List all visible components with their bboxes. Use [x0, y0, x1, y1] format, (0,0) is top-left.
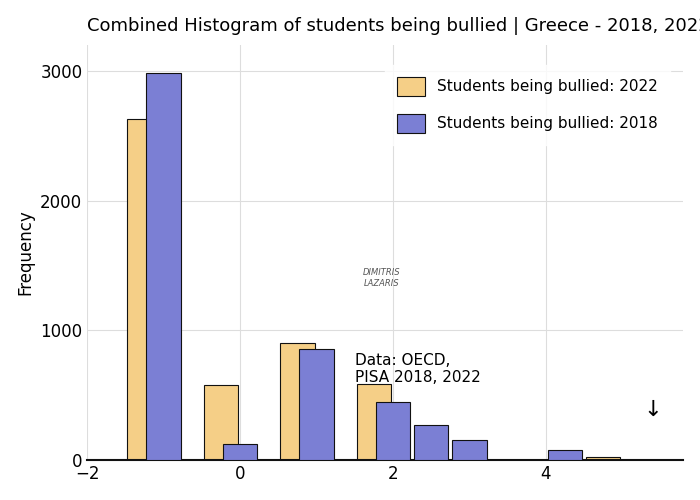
Bar [300, 348, 334, 461]
Bar [204, 385, 238, 460]
Bar [146, 73, 181, 460]
Bar [223, 444, 258, 460]
Bar [586, 456, 620, 460]
Text: Combined Histogram of students being bullied | Greece - 2018, 2022: Combined Histogram of students being bul… [88, 16, 700, 34]
Text: DIMITRIS
LAZARIS: DIMITRIS LAZARIS [363, 268, 400, 287]
Bar [376, 402, 410, 460]
Text: ↓: ↓ [643, 400, 662, 420]
Bar [356, 384, 391, 460]
Bar [414, 426, 448, 460]
Bar [452, 440, 486, 460]
Legend: Students being bullied: 2022, Students being bullied: 2018: Students being bullied: 2022, Students b… [385, 64, 670, 144]
Bar [280, 344, 314, 460]
Bar [547, 450, 582, 460]
Bar [127, 118, 162, 460]
Text: Data: OECD,
PISA 2018, 2022: Data: OECD, PISA 2018, 2022 [355, 352, 480, 385]
Y-axis label: Frequency: Frequency [17, 210, 35, 296]
